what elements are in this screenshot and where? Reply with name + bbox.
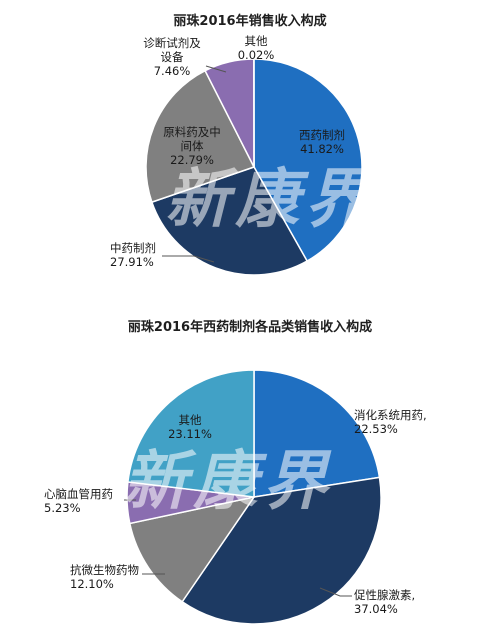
slice-label: 抗微生物药物 12.10% — [70, 563, 139, 591]
slice-label: 促性腺激素, 37.04% — [354, 588, 415, 616]
pie-slice — [128, 495, 256, 603]
pie-chart-western-drug-composition: 丽珠2016年西药制剂各品类销售收入构成 — [0, 306, 500, 640]
pie-slice — [253, 369, 381, 498]
pie-slice — [181, 476, 382, 625]
pie-slice — [253, 58, 363, 263]
chart-title: 丽珠2016年西药制剂各品类销售收入构成 — [127, 320, 373, 335]
leader-line — [205, 65, 227, 73]
slice-label: 原料药及中间体 22.79% — [163, 125, 221, 167]
slice-label: 诊断试剂及设备 7.46% — [143, 36, 201, 78]
slice-label: 心脑血管用药 5.23% — [44, 487, 113, 515]
pie-slice — [150, 166, 309, 276]
leader-line — [162, 255, 215, 263]
pie-chart-sales-composition: 丽珠2016年销售收入构成 — [0, 0, 500, 300]
slice-label: 西药制剂 41.82% — [299, 128, 345, 156]
slice-label: 中药制剂 27.91% — [110, 241, 156, 269]
slice-label: 其他 0.02% — [238, 34, 275, 62]
slice-label: 其他 23.11% — [168, 413, 212, 441]
slice-label: 消化系统用药, 22.53% — [354, 408, 427, 436]
chart-title: 丽珠2016年销售收入构成 — [173, 14, 327, 29]
pie-slice — [145, 69, 256, 204]
leader-line — [319, 587, 352, 597]
pie-slice — [127, 369, 255, 498]
